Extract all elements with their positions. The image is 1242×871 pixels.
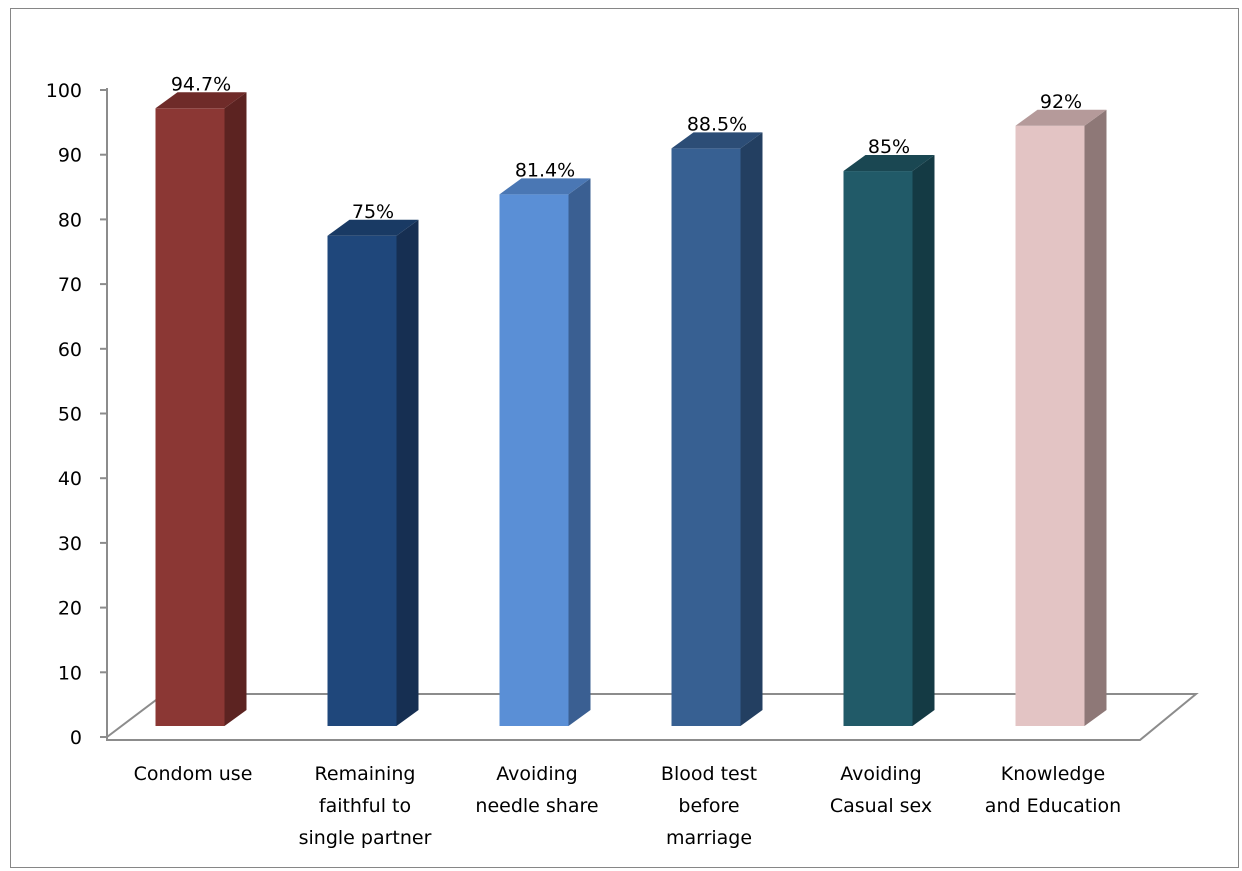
- y-tick-label: 50: [58, 404, 82, 426]
- y-tick-label: 30: [58, 533, 82, 555]
- category-label: Blood test: [661, 763, 757, 785]
- bar-top: [843, 155, 935, 172]
- data-label: 88.5%: [687, 113, 747, 135]
- bar: [327, 219, 419, 726]
- bar-front: [1015, 125, 1085, 726]
- data-label: 75%: [352, 201, 394, 223]
- category-label: single partner: [299, 827, 432, 849]
- bar-front: [671, 148, 741, 726]
- category-labels: Condom use Remaining faithful to single par…: [134, 763, 1122, 849]
- bar-side: [740, 132, 763, 726]
- category-label: and Education: [985, 795, 1121, 817]
- data-label: 81.4%: [515, 159, 575, 181]
- bar-top: [499, 178, 591, 195]
- bar: [1015, 109, 1107, 726]
- data-labels: 94.7% 75% 81.4% 88.5% 85% 92%: [171, 73, 1082, 222]
- y-tick-label: 10: [58, 662, 82, 684]
- bar-top: [1015, 109, 1107, 126]
- category-label: faithful to: [319, 795, 411, 817]
- y-tick-label: 100: [46, 80, 82, 102]
- bar: [843, 155, 935, 727]
- y-tick-label: 40: [58, 468, 82, 490]
- category-label: Casual sex: [830, 795, 932, 817]
- y-tick-label: 80: [58, 209, 82, 231]
- category-label: Avoiding: [496, 763, 577, 785]
- bar-front: [499, 194, 569, 727]
- bar-side: [1084, 109, 1107, 726]
- category-label: Knowledge: [1001, 763, 1105, 785]
- bar-side: [396, 219, 419, 726]
- bar-side: [568, 178, 591, 727]
- y-tick-label: 0: [70, 727, 82, 749]
- y-tick-label: 90: [58, 145, 82, 167]
- y-tick-label: 70: [58, 274, 82, 296]
- y-tick-label: 20: [58, 598, 82, 620]
- bar: [499, 178, 591, 727]
- bar-side: [224, 92, 247, 726]
- bar-top: [327, 219, 419, 236]
- bar-top: [671, 132, 763, 149]
- data-label: 85%: [868, 136, 910, 158]
- y-axis: 0 10 20 30 40 50 60 70 80 90 100: [46, 80, 108, 749]
- category-label: Remaining: [315, 763, 416, 785]
- bar-front: [155, 108, 225, 726]
- bars: [155, 92, 1107, 727]
- bar-front: [843, 171, 913, 727]
- category-label: before: [678, 795, 739, 817]
- data-label: 92%: [1040, 91, 1082, 113]
- bar: [155, 92, 247, 726]
- bar-top: [155, 92, 247, 109]
- category-label: needle share: [475, 795, 598, 817]
- bar: [671, 132, 763, 726]
- bar-front: [327, 235, 397, 726]
- category-label: marriage: [666, 827, 752, 849]
- bar-side: [912, 155, 935, 727]
- data-label: 94.7%: [171, 73, 231, 95]
- category-label: Avoiding: [840, 763, 921, 785]
- category-label: Condom use: [134, 763, 253, 785]
- y-tick-label: 60: [58, 339, 82, 361]
